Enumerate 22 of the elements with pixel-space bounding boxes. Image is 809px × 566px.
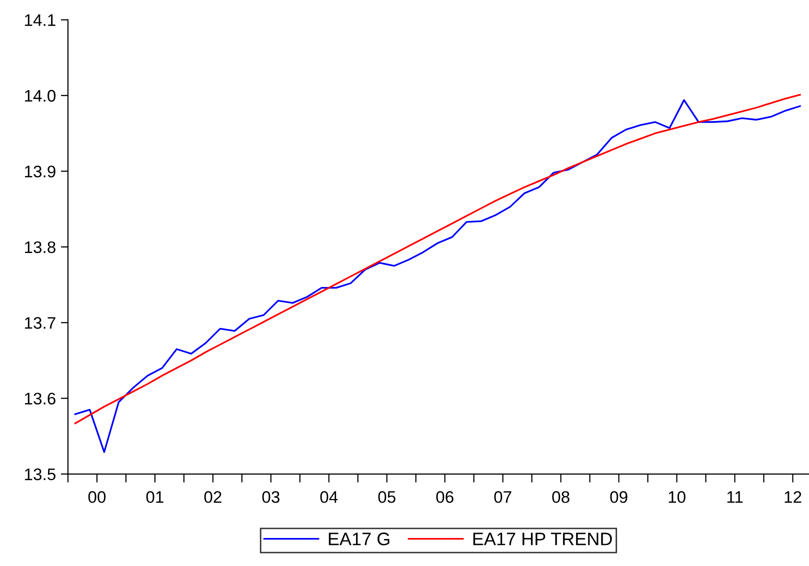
y-tick-label: 14.0 xyxy=(24,90,56,102)
x-tick-label: 09 xyxy=(610,491,628,503)
y-tick-label: 14.1 xyxy=(24,14,56,26)
y-tick-label: 13.5 xyxy=(24,468,56,480)
y-tick-label: 13.9 xyxy=(24,166,56,178)
y-tick-label: 13.6 xyxy=(24,392,56,405)
x-tick-label: 07 xyxy=(494,491,512,503)
legend-label: EA17 HP TREND xyxy=(473,532,612,546)
x-tick-label: 11 xyxy=(727,491,743,503)
x-tick-label: 03 xyxy=(262,491,280,503)
y-tick-label: 13.8 xyxy=(24,241,56,254)
y-tick-label: 13.7 xyxy=(24,317,56,329)
x-tick-label: 10 xyxy=(668,491,686,503)
x-tick-label: 08 xyxy=(552,491,570,503)
x-tick-label: 05 xyxy=(378,491,396,503)
x-tick-label: 02 xyxy=(204,491,222,503)
x-tick-label: 06 xyxy=(436,491,454,503)
x-tick-label: 01 xyxy=(146,491,164,503)
x-tick-label: 00 xyxy=(88,491,106,503)
x-tick-label: 04 xyxy=(320,491,338,503)
legend-label: EA17 G xyxy=(328,532,390,546)
x-tick-label: 12 xyxy=(784,491,802,503)
